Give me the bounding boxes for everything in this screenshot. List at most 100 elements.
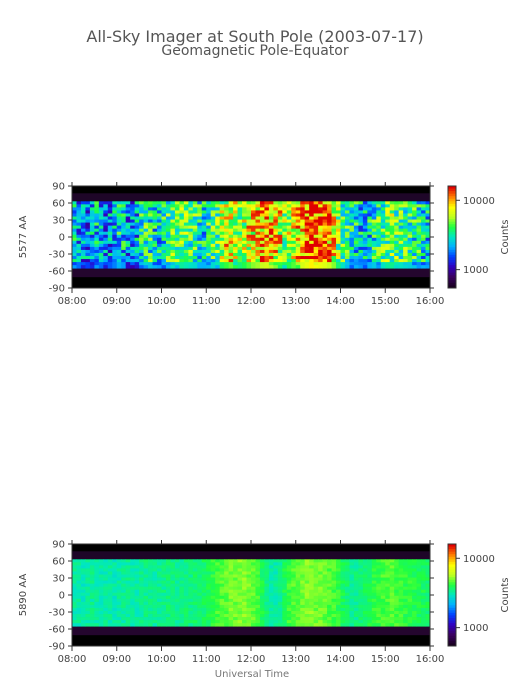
heatmap-cell [398, 620, 404, 624]
heatmap-cell [233, 571, 238, 575]
heatmap-cell [318, 222, 324, 227]
heatmap-cell [112, 577, 118, 581]
colorbar-segment [448, 219, 456, 223]
heatmap-cell [112, 228, 118, 233]
heatmap-cell [277, 204, 283, 208]
heatmap-cell [224, 225, 230, 230]
heatmap-cell [362, 595, 368, 600]
heatmap-cell [242, 213, 247, 217]
heatmap-cell [192, 201, 198, 205]
colorbar-segment [448, 196, 456, 200]
heatmap-cell [376, 262, 382, 266]
heatmap-cell [85, 595, 91, 600]
heatmap-cell [385, 598, 391, 603]
heatmap-cell [148, 607, 153, 612]
heatmap-cell [72, 598, 77, 603]
heatmap-cell [362, 568, 368, 572]
heatmap-cell [389, 222, 395, 227]
heatmap-cell [80, 259, 86, 263]
heatmap-cell [340, 262, 346, 266]
heatmap-cell [349, 256, 355, 260]
heatmap-cell [121, 607, 127, 612]
heatmap-cell [161, 620, 167, 624]
heatmap-cell [179, 219, 185, 223]
heatmap-cell [233, 601, 238, 606]
heatmap-cell [183, 216, 189, 220]
colorbar-segment [448, 556, 456, 560]
heatmap-cell [407, 225, 413, 230]
heatmap-cell [416, 265, 422, 269]
heatmap-cell [148, 231, 153, 236]
heatmap-cell [291, 565, 297, 569]
heatmap-cell [336, 262, 341, 266]
heatmap-cell [349, 201, 355, 205]
heatmap-cell [143, 623, 149, 627]
colorbar-segment [448, 602, 456, 606]
colorbar-segment [448, 282, 456, 286]
heatmap-cell [170, 592, 176, 597]
heatmap-cell [76, 565, 82, 569]
heatmap-cell [219, 228, 225, 233]
y-tick-label: -30 [49, 608, 65, 619]
heatmap-cell [349, 243, 355, 248]
heatmap-cell [286, 265, 292, 269]
heatmap-cell [242, 225, 247, 230]
heatmap-cell [264, 568, 270, 572]
heatmap-cell [344, 210, 350, 214]
heatmap-cell [179, 225, 185, 230]
heatmap-cell [251, 222, 256, 227]
heatmap-cell [152, 246, 158, 251]
heatmap-cell [295, 623, 301, 627]
heatmap-cell [76, 577, 82, 581]
heatmap-cell [76, 595, 82, 600]
heatmap-cell [197, 256, 203, 260]
heatmap-cell [412, 604, 417, 609]
heatmap-cell [371, 219, 377, 223]
heatmap-cell [291, 249, 297, 254]
heatmap-cell [233, 265, 238, 269]
heatmap-cell [152, 577, 158, 581]
heatmap-cell [148, 204, 153, 208]
heatmap-cell [268, 568, 274, 572]
heatmap-cell [309, 559, 315, 563]
heatmap-cell [183, 256, 189, 260]
heatmap-cell [85, 265, 91, 269]
heatmap-cell [362, 252, 368, 257]
heatmap-cell [309, 201, 315, 205]
heatmap-cell [233, 586, 238, 591]
heatmap-cell [210, 216, 216, 220]
heatmap-cell [291, 598, 297, 603]
heatmap-cell [295, 240, 301, 245]
heatmap-cell [268, 265, 274, 269]
heatmap-cell [421, 592, 426, 597]
heatmap-cell [174, 571, 180, 575]
heatmap-cell [188, 568, 194, 572]
heatmap-cell [322, 568, 328, 572]
heatmap-cell [327, 213, 332, 217]
heatmap-cell [161, 589, 167, 594]
heatmap-cell [349, 210, 355, 214]
heatmap-cell [344, 265, 350, 269]
colorbar-segment [448, 224, 456, 228]
heatmap-cell [264, 265, 270, 269]
heatmap-cell [273, 589, 279, 594]
heatmap-cell [246, 617, 252, 621]
heatmap-cell [179, 559, 185, 563]
heatmap-cell [228, 598, 234, 603]
heatmap-cell [389, 577, 395, 581]
heatmap-cell [103, 240, 109, 245]
heatmap-cell [295, 204, 301, 208]
heatmap-cell [362, 583, 368, 588]
heatmap-cell [371, 583, 377, 588]
heatmap-cell [107, 617, 113, 621]
heatmap-cell [219, 623, 225, 627]
heatmap-cell [291, 580, 297, 585]
heatmap-cell [268, 207, 274, 211]
heatmap-cell [286, 598, 292, 603]
heatmap-cell [103, 213, 109, 217]
heatmap-cell [327, 207, 332, 211]
heatmap-cell [139, 601, 145, 606]
heatmap-cell [219, 601, 225, 606]
heatmap-cell [80, 237, 86, 242]
heatmap-cell [148, 222, 153, 227]
